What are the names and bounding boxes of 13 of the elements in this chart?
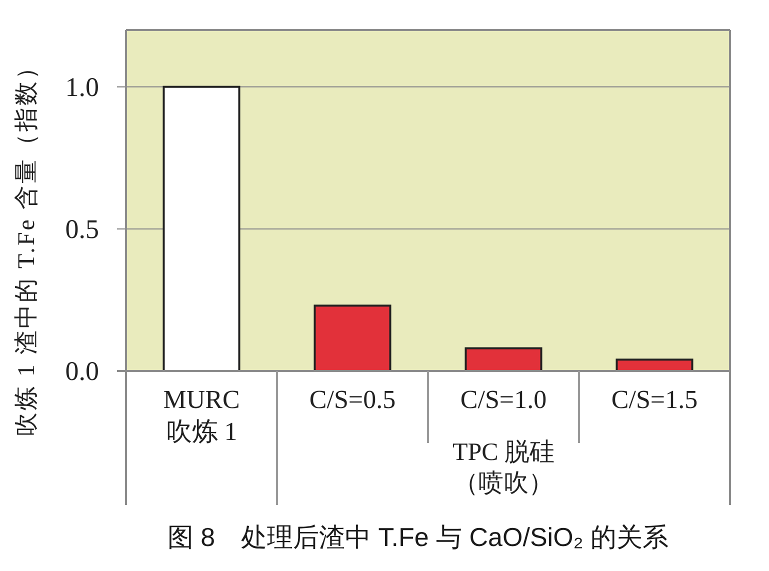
- x-tick-label: MURC 吹炼 1: [163, 385, 240, 446]
- bar: [314, 304, 392, 372]
- y-axis-title: 吹炼 1 渣中的 T.Fe 含量（指数）: [14, 54, 40, 436]
- y-tick-label: 1.0: [65, 72, 99, 102]
- y-tick-label: 0.5: [65, 214, 99, 244]
- text: TPC 脱硅（喷吹）: [452, 439, 555, 497]
- bar: [162, 86, 240, 372]
- x-tick-label: C/S=1.0: [460, 385, 547, 414]
- y-tick-label: 0.0: [65, 356, 99, 386]
- x-tick-label: C/S=1.5: [611, 385, 698, 414]
- bar: [464, 347, 542, 372]
- text: 图 8 处理后渣中 T.Fe 与 CaO/SiO₂ 的关系: [167, 522, 669, 552]
- x-tick-label: C/S=0.5: [309, 385, 396, 414]
